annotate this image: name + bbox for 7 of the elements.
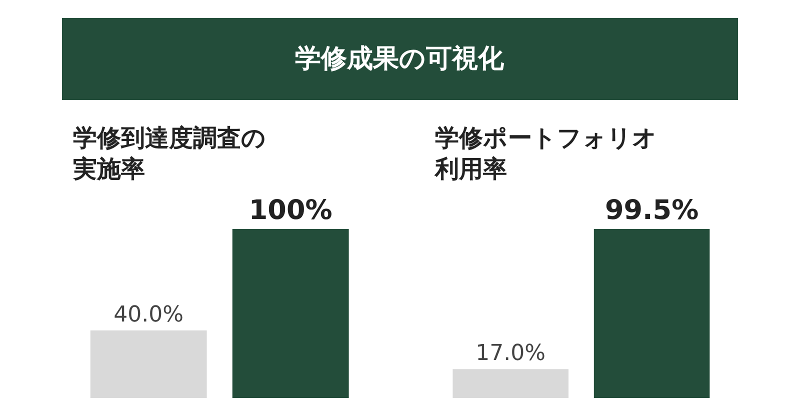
data-label: 99.5%	[604, 195, 699, 226]
data-label: 100%	[248, 195, 332, 226]
data-label: 40.0%	[114, 302, 184, 328]
text: 学修成果の可視化	[295, 44, 505, 74]
chart-title: 学修到達度調査の実施率	[72, 124, 266, 184]
data-label: 17.0%	[476, 341, 546, 366]
chart-title: 学修ポートフォリオ利用率	[434, 124, 657, 184]
